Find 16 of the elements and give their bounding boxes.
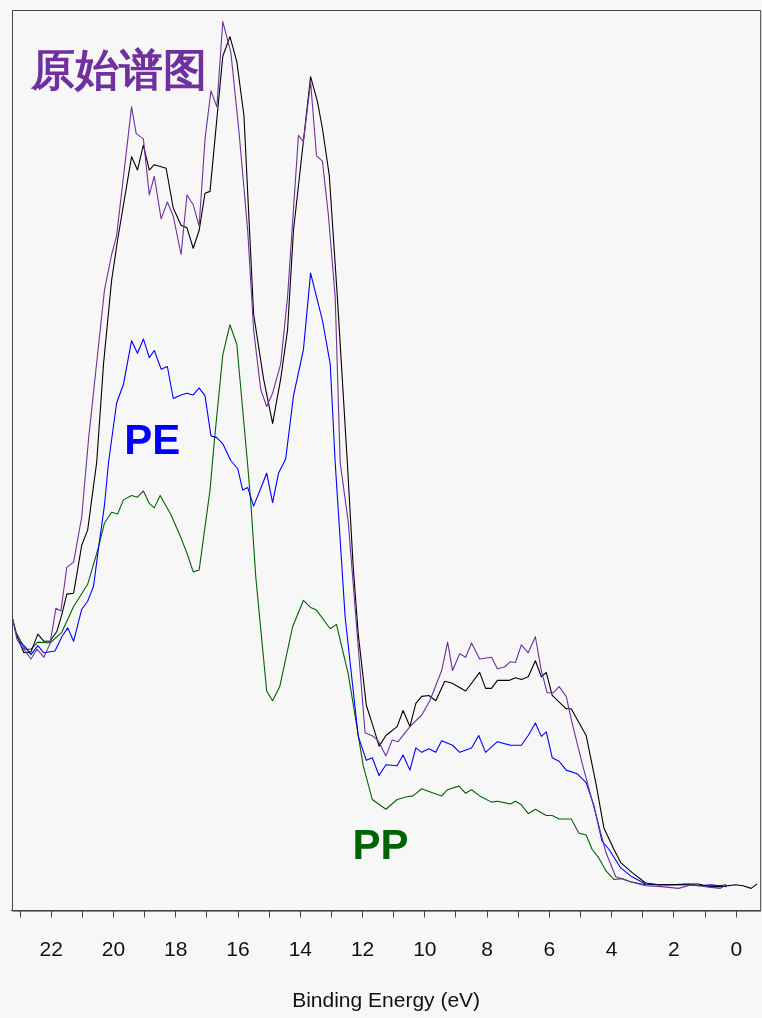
x-tick-label: 22 <box>39 937 63 960</box>
x-tick-label: 14 <box>288 937 313 960</box>
series-label: 原始谱图 <box>29 45 207 95</box>
x-tick-label: 18 <box>164 937 188 960</box>
series-label: PP <box>352 821 409 869</box>
x-tick-label: 12 <box>350 937 375 960</box>
x-tick-label: 0 <box>730 937 743 960</box>
x-tick-label: 16 <box>226 937 250 960</box>
x-tick-label: 10 <box>413 937 437 960</box>
x-tick-label: 4 <box>605 937 618 960</box>
x-tick-label: 20 <box>101 937 126 960</box>
x-tick-label: 2 <box>668 937 680 960</box>
x-axis-title: Binding Energy (eV) <box>292 988 481 1012</box>
x-tick-label: 8 <box>481 937 493 960</box>
series-label: PE <box>124 415 181 463</box>
x-tick-label: 6 <box>543 937 556 960</box>
